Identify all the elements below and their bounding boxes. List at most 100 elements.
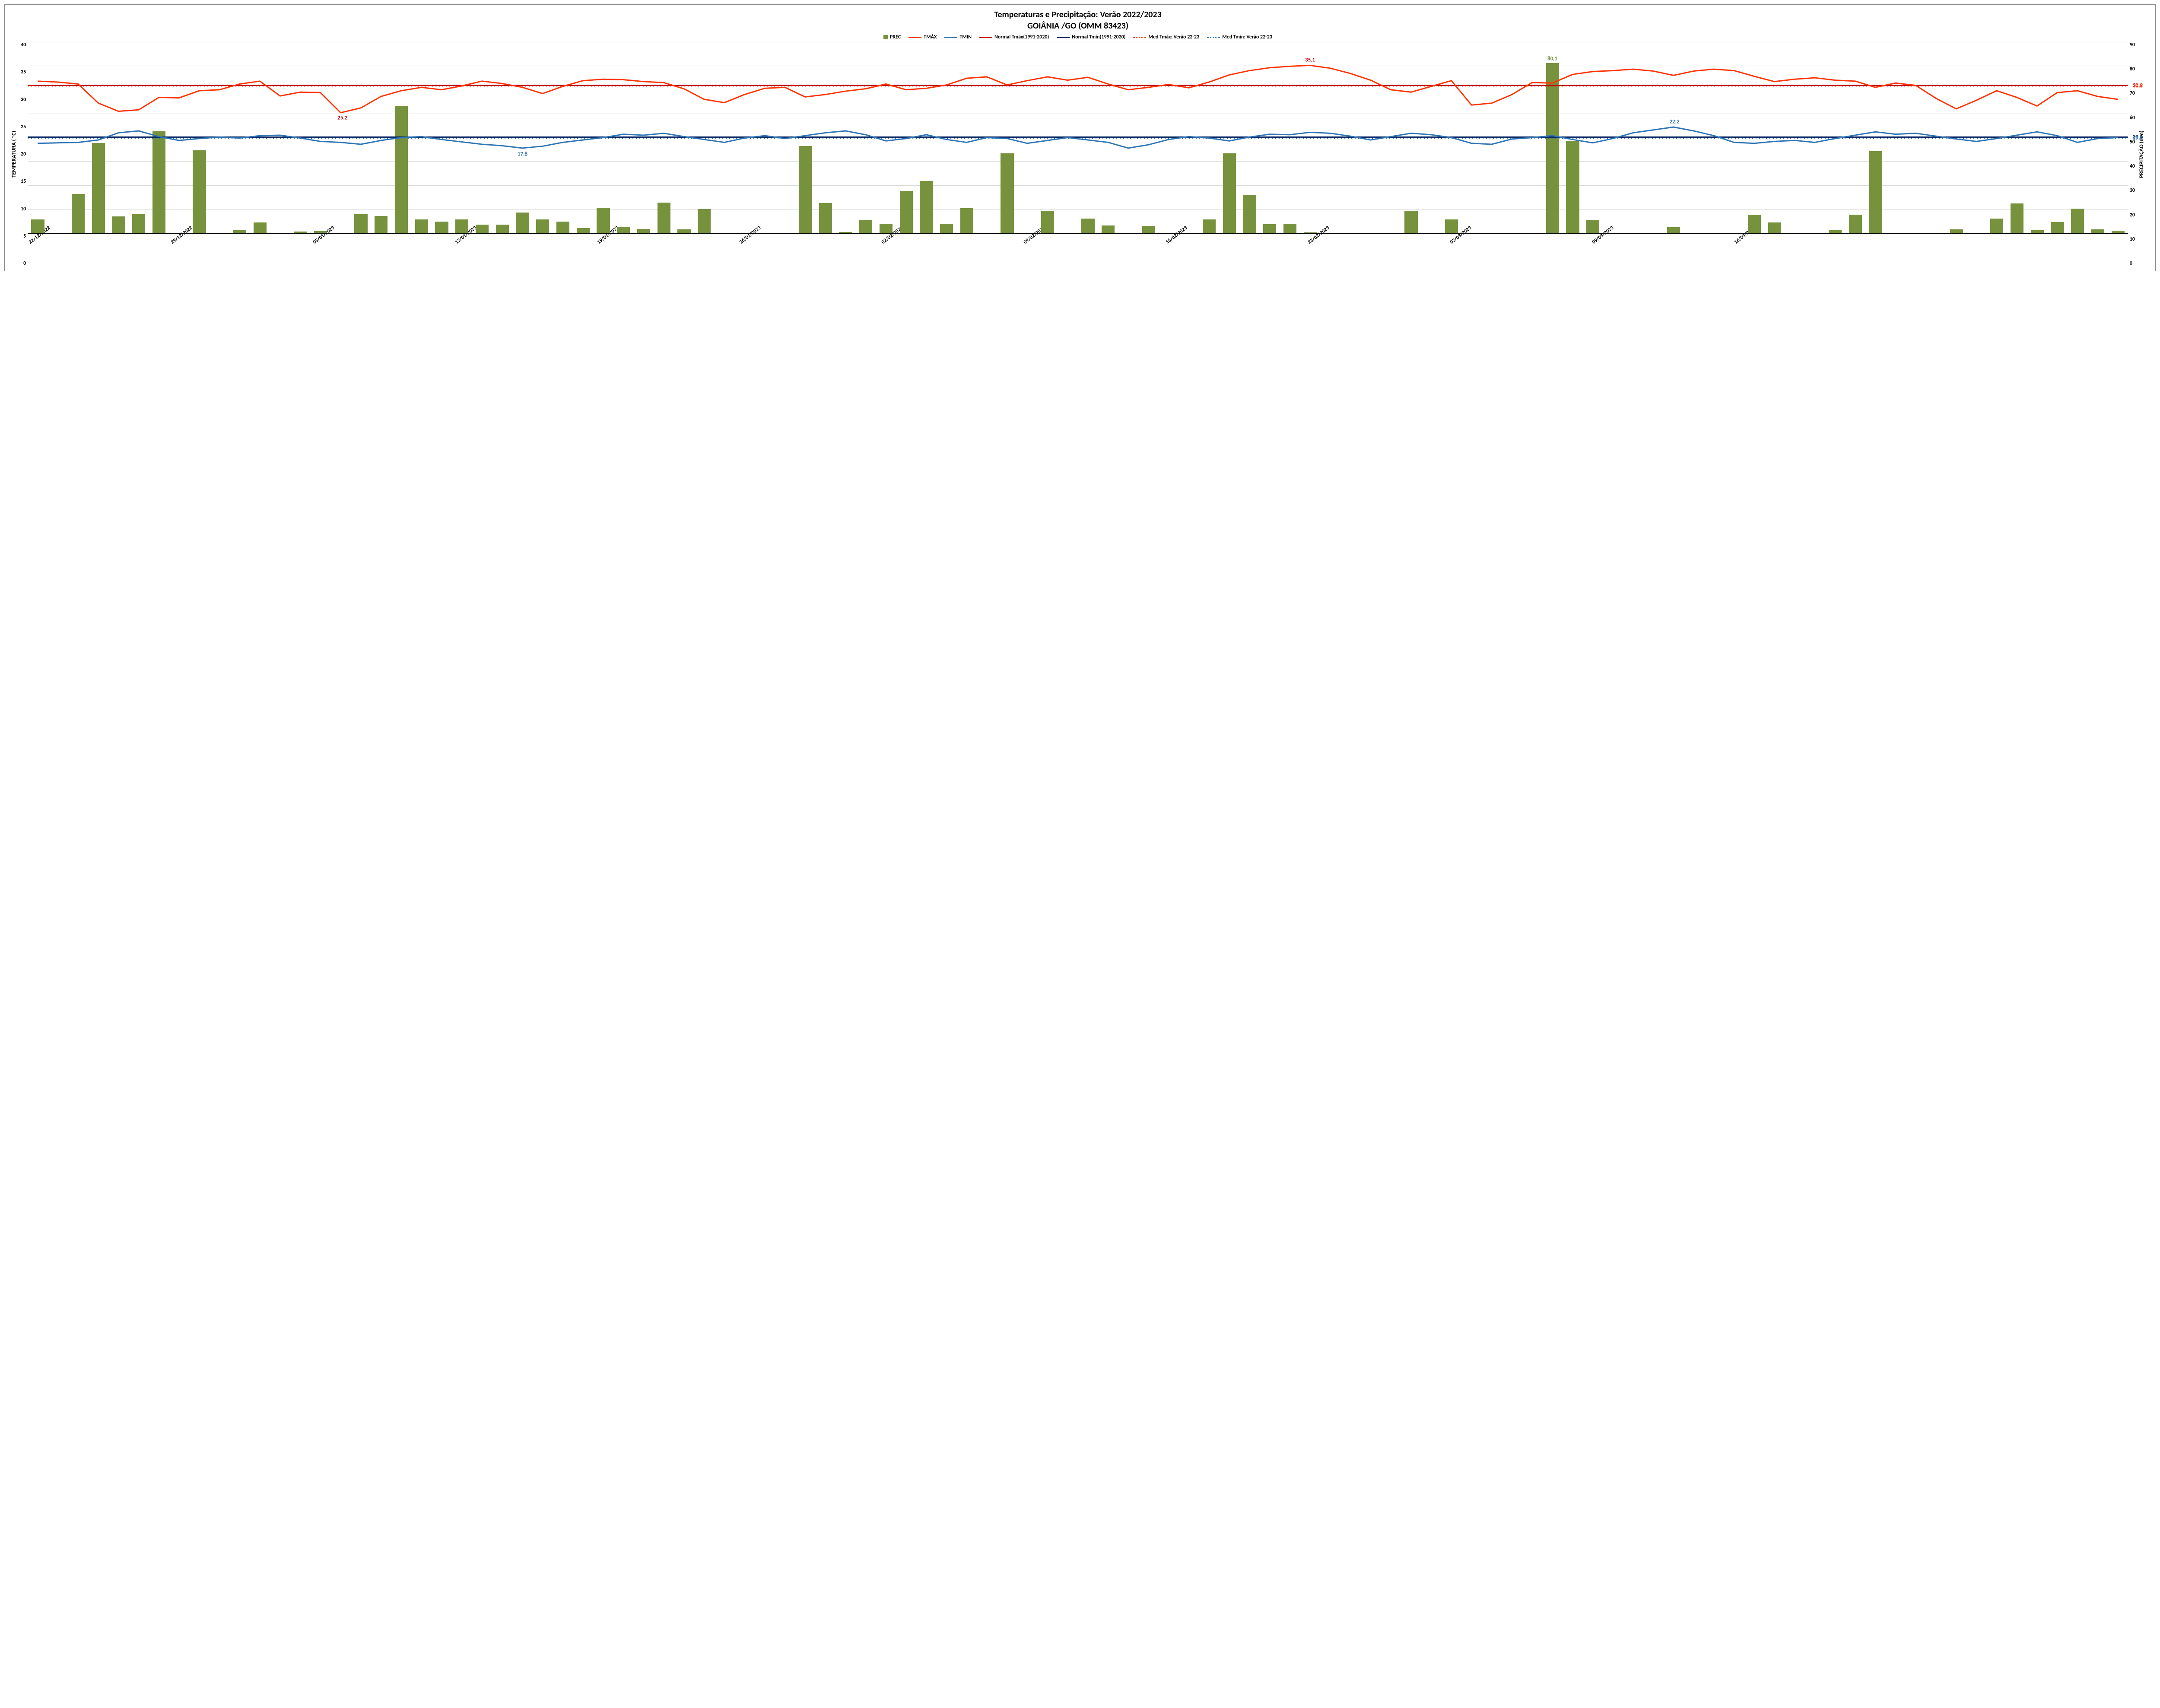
x-tick-empty — [1391, 236, 1410, 267]
y-tick: 30 — [2130, 187, 2135, 194]
x-tick-empty — [719, 236, 738, 267]
legend-item: Normal Tmáx(1991-2020) — [979, 34, 1049, 40]
y-tick: 20 — [21, 151, 26, 157]
x-tick-empty — [641, 236, 661, 267]
x-tick-empty — [150, 236, 170, 267]
legend: PRECTMÁXTMINNormal Tmáx(1991-2020)Normal… — [9, 34, 2147, 40]
x-tick-empty — [1934, 236, 1953, 267]
x-tick-empty — [1287, 236, 1307, 267]
x-axis: 22/12/202229/12/202205/01/202312/01/2023… — [28, 236, 2128, 267]
y-tick: 60 — [2130, 115, 2135, 121]
y-tick: 40 — [2130, 163, 2135, 169]
y-tick: 0 — [2130, 260, 2135, 267]
x-tick-empty — [92, 236, 111, 267]
x-tick-empty — [557, 236, 577, 267]
y-left-ticks: 40 35 30 25 20 15 10 5 0 — [19, 42, 28, 267]
x-tick-empty — [2070, 236, 2089, 267]
legend-item: Med Tmáx: Verão 22-23 — [1133, 34, 1199, 40]
x-tick-empty — [1533, 236, 1552, 267]
y-tick: 5 — [21, 233, 26, 239]
y-tick: 10 — [2130, 236, 2135, 242]
x-tick-empty — [680, 236, 699, 267]
x-tick-empty — [1856, 236, 1875, 267]
y-tick: 90 — [2130, 42, 2135, 48]
y-tick: 80 — [2130, 66, 2135, 72]
x-tick-empty — [1513, 236, 1533, 267]
x-tick-empty — [1126, 236, 1145, 267]
chart-title-line1: Temperaturas e Precipitação: Verão 2022/… — [9, 9, 2147, 20]
y-tick: 0 — [21, 260, 26, 267]
x-tick-empty — [518, 236, 538, 267]
chart-title: Temperaturas e Precipitação: Verão 2022/… — [9, 9, 2147, 32]
x-tick-empty — [234, 236, 254, 267]
x-tick-empty — [1210, 236, 1229, 267]
x-tick-empty — [1992, 236, 2011, 267]
x-tick-empty — [1003, 236, 1023, 267]
x-tick-empty — [1875, 236, 1895, 267]
x-tick-empty — [1352, 236, 1371, 267]
x-tick-empty — [1106, 236, 1126, 267]
x-tick-empty — [1229, 236, 1248, 267]
x-tick-empty — [1636, 236, 1655, 267]
x-tick-empty — [1675, 236, 1694, 267]
x-tick-empty — [945, 236, 964, 267]
x-tick-empty — [1371, 236, 1391, 267]
y-tick: 30 — [21, 97, 26, 103]
y-tick: 25 — [21, 124, 26, 130]
x-tick-empty — [1087, 236, 1106, 267]
x-tick-empty — [254, 236, 273, 267]
x-tick-empty — [111, 236, 131, 267]
x-tick-empty — [1655, 236, 1675, 267]
x-tick-empty — [2011, 236, 2031, 267]
x-tick-empty — [376, 236, 396, 267]
x-tick-empty — [925, 236, 945, 267]
x-tick-empty — [984, 236, 1003, 267]
x-tick-empty — [2031, 236, 2050, 267]
x-tick-empty — [1817, 236, 1836, 267]
y-right-label: PRECIPITAÇÃO (mm) — [2137, 42, 2147, 267]
x-tick-empty — [1694, 236, 1714, 267]
y-tick: 20 — [2130, 212, 2135, 218]
x-tick-empty — [661, 236, 680, 267]
plot-area: 30,930,820,119,925,235,117,822,280,1 — [28, 42, 2128, 234]
x-tick-empty — [577, 236, 596, 267]
y-tick: 15 — [21, 178, 26, 184]
y-tick: 70 — [2130, 90, 2135, 96]
chart-title-line2: GOIÂNIA /GO (OMM 83423) — [9, 20, 2147, 32]
legend-item: TMÁX — [908, 34, 937, 40]
x-tick-empty — [1914, 236, 1934, 267]
x-tick-empty — [538, 236, 557, 267]
x-tick-empty — [1798, 236, 1817, 267]
y-left-label: TEMPERATURA ( ºC) — [9, 42, 19, 267]
x-tick-empty — [2109, 236, 2128, 267]
x-tick-empty — [1895, 236, 1914, 267]
x-tick-empty — [1268, 236, 1287, 267]
x-tick-empty — [499, 236, 518, 267]
x-tick-empty — [73, 236, 92, 267]
y-tick: 40 — [21, 42, 26, 48]
x-tick-empty — [1494, 236, 1513, 267]
x-tick-empty — [1410, 236, 1429, 267]
x-tick-empty — [357, 236, 376, 267]
x-tick-empty — [699, 236, 719, 267]
x-tick-empty — [215, 236, 234, 267]
y-tick: 10 — [21, 206, 26, 212]
x-tick-empty — [1973, 236, 1992, 267]
x-tick-empty — [1953, 236, 1973, 267]
x-tick-empty — [292, 236, 312, 267]
chart-container: Temperaturas e Precipitação: Verão 2022/… — [4, 4, 2156, 271]
legend-item: PREC — [883, 34, 901, 40]
y-right-ticks: 90 80 70 60 50 40 30 20 10 0 — [2128, 42, 2137, 267]
y-tick: 50 — [2130, 139, 2135, 145]
x-tick-empty — [2089, 236, 2109, 267]
x-tick-empty — [1067, 236, 1087, 267]
x-tick-empty — [1552, 236, 1572, 267]
x-tick-empty — [1836, 236, 1856, 267]
x-tick-empty — [273, 236, 292, 267]
x-tick-empty — [1248, 236, 1268, 267]
y-tick: 35 — [21, 69, 26, 75]
x-tick-empty — [1714, 236, 1733, 267]
x-tick-empty — [783, 236, 803, 267]
plot-wrap: TEMPERATURA ( ºC) 4035302520151050 30,93… — [9, 42, 2147, 267]
legend-item: Normal Tmín(1991-2020) — [1057, 34, 1125, 40]
